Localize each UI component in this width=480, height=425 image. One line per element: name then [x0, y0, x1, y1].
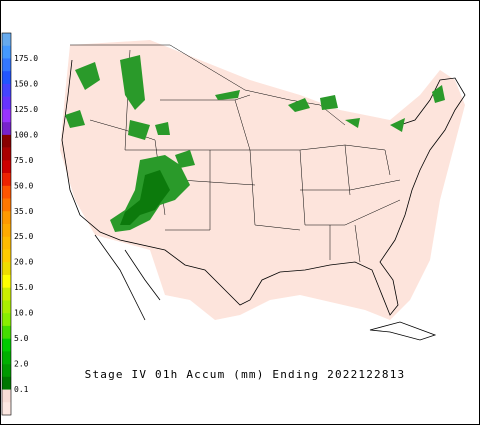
colorbar-swatch	[2, 109, 11, 123]
colorbar-swatch	[2, 274, 11, 288]
colorbar-swatch	[2, 236, 11, 250]
colorbar-label: 0.1	[14, 385, 29, 394]
colorbar-swatch	[2, 338, 11, 352]
colorbar-swatch	[2, 376, 11, 390]
colorbar-label: 125.0	[14, 105, 38, 114]
colorbar-swatch	[2, 45, 11, 59]
colorbar-swatch	[2, 185, 11, 199]
precip-areas	[65, 55, 445, 232]
basemap	[60, 40, 466, 341]
colorbar-swatch	[2, 71, 11, 85]
colorbar-label: 15.0	[14, 283, 33, 292]
colorbar-swatch	[2, 58, 11, 72]
colorbar-swatch	[2, 83, 11, 97]
colorbar-swatch	[2, 364, 11, 378]
colorbar-swatch	[2, 325, 11, 339]
colorbar-swatch	[2, 300, 11, 314]
colorbar-label: 75.0	[14, 156, 33, 165]
colorbar-swatch	[2, 402, 11, 416]
colorbar-label: 175.0	[14, 54, 38, 63]
colorbar-swatch	[2, 262, 11, 276]
colorbar-swatch	[2, 96, 11, 110]
colorbar-swatch	[2, 147, 11, 161]
colorbar-label: 50.0	[14, 181, 33, 190]
colorbar-label: 150.0	[14, 79, 38, 88]
colorbar-label: 2.0	[14, 360, 29, 369]
colorbar-swatch	[2, 33, 11, 47]
colorbar-swatch	[2, 198, 11, 212]
colorbar-swatch	[2, 287, 11, 301]
colorbar-label: 20.0	[14, 258, 33, 267]
colorbar-swatch	[2, 389, 11, 403]
map-title: Stage IV 01h Accum (mm) Ending 202212281…	[85, 368, 406, 381]
colorbar-label: 25.0	[14, 232, 33, 241]
colorbar-swatch	[2, 122, 11, 136]
colorbar-swatch	[2, 173, 11, 187]
colorbar-swatch	[2, 351, 11, 365]
colorbar-border	[1, 32, 12, 416]
colorbar-swatch	[2, 224, 11, 238]
colorbar-swatch	[2, 134, 11, 148]
colorbar-label: 10.0	[14, 309, 33, 318]
colorbar-swatch	[2, 249, 11, 263]
colorbar-label: 5.0	[14, 334, 29, 343]
colorbar-label: 35.0	[14, 207, 33, 216]
colorbar-label: 100.0	[14, 130, 38, 139]
colorbar-swatch	[2, 211, 11, 225]
colorbar: 175.0 150.0 125.0 100.0 75.0 50.0 35.0 25.0 20.0…	[1, 32, 38, 416]
colorbar-swatch	[2, 160, 11, 174]
colorbar-swatch	[2, 313, 11, 327]
